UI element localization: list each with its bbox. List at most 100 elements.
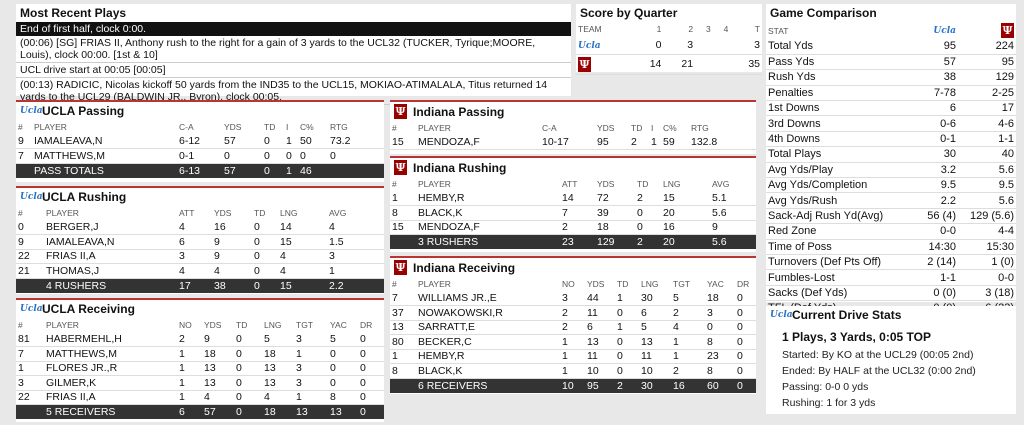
cell: 20 bbox=[661, 205, 710, 221]
indiana-logo-icon: Ψ bbox=[394, 104, 407, 119]
cell: 17 bbox=[177, 278, 212, 293]
column-header: RTG bbox=[330, 122, 348, 132]
score-cell bbox=[695, 36, 713, 55]
cell: 15 bbox=[661, 191, 710, 206]
score-total: 3 bbox=[730, 36, 762, 55]
cell: 13 bbox=[328, 404, 358, 419]
player-name: WILLIAMS JR.,E bbox=[416, 291, 560, 306]
ucla-logo-icon: Ucla bbox=[20, 192, 43, 202]
ucla-logo-icon: Ucla bbox=[933, 26, 956, 36]
stat-value: 56 (4) bbox=[916, 208, 958, 225]
column-header: AVG bbox=[329, 208, 347, 218]
cell: 1 bbox=[177, 346, 202, 362]
cell: 0 bbox=[735, 349, 756, 364]
ucla-rushing-title: UCLA Rushing bbox=[42, 190, 127, 204]
totals-row: 6 RECEIVERS 10 95 2 30 16 60 0 bbox=[390, 378, 756, 393]
cell: 11 bbox=[639, 349, 671, 364]
cell: 2 bbox=[560, 220, 595, 235]
column-header: TD bbox=[637, 179, 649, 189]
comparison-title: Game Comparison bbox=[770, 6, 877, 20]
cell: 0 bbox=[234, 346, 262, 362]
ucla-passing-table: # PLAYER C-A YDS TD I C% RTG 9 IAMALEAVA,… bbox=[16, 120, 384, 178]
cell: 9 bbox=[16, 234, 44, 250]
column-header: C-A bbox=[179, 122, 194, 132]
cell: 38 bbox=[212, 278, 252, 293]
cell: 1 bbox=[284, 163, 298, 178]
player-name: HEMBY,R bbox=[416, 191, 560, 206]
cell: 44 bbox=[585, 291, 615, 306]
cell: 10 bbox=[585, 363, 615, 379]
cell: 0 bbox=[735, 378, 756, 393]
column-header: YDS bbox=[587, 279, 605, 289]
cell: 1 bbox=[560, 363, 585, 379]
ucla-passing-title: UCLA Passing bbox=[42, 104, 125, 118]
cell: 21 bbox=[16, 263, 44, 279]
cell: 1 bbox=[671, 349, 705, 364]
cell: 9 bbox=[16, 134, 32, 149]
cell: 0 bbox=[262, 163, 284, 178]
stat-value: 9.5 bbox=[916, 177, 958, 194]
score-title: Score by Quarter bbox=[580, 6, 678, 20]
cell: 0 bbox=[328, 375, 358, 391]
cell: 0 bbox=[252, 234, 278, 250]
cell: 5 bbox=[328, 332, 358, 347]
cell: 0 bbox=[635, 205, 661, 221]
column-header: TGT bbox=[296, 320, 313, 330]
cell: 0 bbox=[262, 148, 284, 164]
cell: 6-13 bbox=[177, 163, 222, 178]
player-name: FRIAS II,A bbox=[44, 390, 177, 405]
cell: 129 bbox=[595, 234, 635, 249]
drive-ended: Ended: By HALF at the UCL32 (0:00 2nd) bbox=[782, 365, 976, 377]
totals-row: 4 RUSHERS 17 38 0 15 2.2 bbox=[16, 278, 384, 293]
cell: 5.6 bbox=[710, 205, 756, 221]
cell: 1 bbox=[671, 334, 705, 350]
cell: 1 bbox=[560, 349, 585, 364]
recent-plays-panel: Most Recent Plays End of first half, clo… bbox=[16, 4, 571, 105]
cell: 0 bbox=[615, 349, 639, 364]
cell: 0 bbox=[635, 220, 661, 235]
stat-label: Penalties bbox=[766, 85, 916, 102]
player-name: HABERMEHL,H bbox=[44, 332, 177, 347]
stat-label: Avg Yds/Completion bbox=[766, 177, 916, 194]
table-row: 1 FLORES JR.,R 1 13 0 13 3 0 0 bbox=[16, 361, 384, 376]
table-row: 15 MENDOZA,F 10-17 95 2 1 59 132.8 bbox=[390, 135, 756, 150]
comparison-row: Red Zone 0-0 4-4 bbox=[766, 223, 1016, 240]
cell: 0 bbox=[222, 148, 262, 164]
stat-value: 1 (0) bbox=[958, 254, 1016, 271]
table-row: 8 BLACK,K 1 10 0 10 2 8 0 bbox=[390, 363, 756, 379]
cell: 37 bbox=[390, 305, 416, 321]
column-header: DR bbox=[737, 279, 750, 289]
drive-title: Current Drive Stats bbox=[792, 308, 902, 322]
cell: 6 bbox=[639, 305, 671, 321]
stat-value: 129 (5.6) bbox=[958, 208, 1016, 225]
cell: 0 bbox=[298, 148, 328, 164]
column-header: TD bbox=[236, 320, 248, 330]
stat-value: 57 bbox=[916, 54, 958, 71]
cell: 0 bbox=[252, 249, 278, 264]
indiana-passing-panel: Ψ Indiana Passing # PLAYER C-A YDS TD I C% RTG 1… bbox=[390, 100, 756, 154]
column-header: STAT bbox=[768, 25, 789, 36]
cell: 3 bbox=[16, 375, 44, 391]
stat-value: 1-1 bbox=[916, 269, 958, 286]
stat-value: 5.6 bbox=[958, 192, 1016, 209]
player-name: MATTHEWS,M bbox=[32, 148, 177, 164]
column-header: RTG bbox=[691, 123, 709, 133]
stat-value: 129 bbox=[958, 69, 1016, 86]
play-item: UCL drive start at 00:05 [00:05] bbox=[16, 63, 571, 78]
stat-label: Avg Yds/Play bbox=[766, 162, 916, 179]
cell: 23 bbox=[705, 349, 735, 364]
player-name: BERGER,J bbox=[44, 220, 177, 235]
cell: 0 bbox=[234, 361, 262, 376]
cell: 10-17 bbox=[540, 135, 595, 150]
cell: 4 bbox=[202, 390, 234, 405]
cell: 57 bbox=[202, 404, 234, 419]
cell: 18 bbox=[202, 346, 234, 362]
cell: 3 bbox=[705, 305, 735, 321]
score-cell: 21 bbox=[663, 54, 696, 75]
cell: 5 bbox=[671, 291, 705, 306]
cell: 72 bbox=[595, 191, 635, 206]
column-header: TD bbox=[617, 279, 629, 289]
cell: 80 bbox=[390, 334, 416, 350]
cell: 5 bbox=[262, 332, 294, 347]
cell: 6 bbox=[177, 234, 212, 250]
